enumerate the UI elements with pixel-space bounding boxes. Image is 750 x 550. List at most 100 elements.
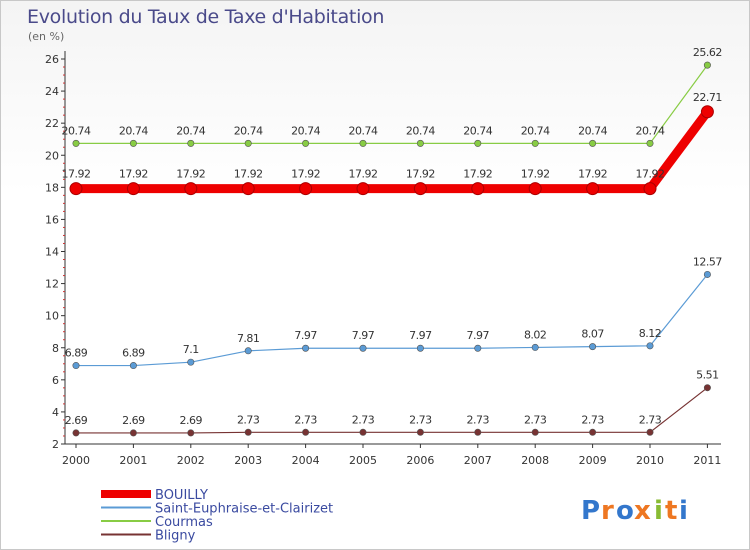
data-label: 17.92 (234, 168, 263, 181)
data-label: 20.74 (521, 124, 550, 137)
data-point (416, 139, 424, 147)
logo-letter: x (634, 496, 651, 526)
series-courmas: 20.74 20.74 20.74 20.74 20.74 20.74 20.74 20.74… (62, 46, 722, 147)
x-tick-label: 2010 (636, 454, 664, 467)
data-label: 2.73 (467, 413, 490, 426)
series-line (75, 273, 709, 367)
data-point (187, 358, 195, 366)
data-point (126, 182, 140, 196)
y-tick-label: 2 (52, 438, 59, 451)
legend-label: Bligny (155, 529, 196, 544)
data-point (589, 428, 597, 436)
x-tick-label: 2004 (292, 454, 320, 467)
data-label: 2.73 (352, 413, 375, 426)
x-tick-label: 2001 (119, 454, 147, 467)
data-point (184, 182, 198, 196)
data-label: 20.74 (234, 124, 263, 137)
data-label: 5.51 (696, 369, 719, 382)
data-point (244, 139, 252, 147)
data-point (703, 270, 711, 278)
data-label: 2.69 (65, 414, 88, 427)
data-label: 20.74 (176, 124, 205, 137)
x-tick-label: 2000 (62, 454, 90, 467)
data-point (531, 139, 539, 147)
data-point (531, 428, 539, 436)
data-point (72, 139, 80, 147)
data-label: 17.92 (406, 168, 435, 181)
y-tick-label: 24 (45, 85, 59, 98)
logo-letter: r (601, 496, 614, 526)
data-point (589, 343, 597, 351)
data-point (646, 428, 654, 436)
data-label: 20.74 (463, 124, 492, 137)
data-label: 17.92 (463, 168, 492, 181)
y-tick-label: 16 (45, 213, 59, 226)
data-label: 6.89 (122, 347, 145, 360)
y-tick-label: 8 (52, 342, 59, 355)
data-point (646, 139, 654, 147)
data-point (356, 182, 370, 196)
data-point (703, 384, 711, 392)
data-point (302, 428, 310, 436)
legend-label: BOUILLY (155, 488, 208, 503)
data-label: 7.97 (467, 329, 490, 342)
data-point (187, 139, 195, 147)
x-tick-label: 2009 (579, 454, 607, 467)
data-point (299, 182, 313, 196)
x-tick-label: 2008 (521, 454, 549, 467)
x-tick-label: 2011 (693, 454, 721, 467)
data-point (359, 344, 367, 352)
data-label: 8.02 (524, 328, 547, 341)
data-point (187, 429, 195, 437)
series-line (71, 107, 712, 194)
data-point (302, 139, 310, 147)
x-tick-label: 2002 (177, 454, 205, 467)
data-point (589, 139, 597, 147)
data-label: 20.74 (349, 124, 378, 137)
data-label: 2.73 (524, 413, 547, 426)
data-label: 25.62 (693, 46, 722, 59)
data-label: 2.73 (639, 413, 662, 426)
logo-letter: o (616, 496, 634, 526)
data-point (244, 428, 252, 436)
x-tick-label: 2006 (406, 454, 434, 467)
data-point (129, 362, 137, 370)
data-label: 8.12 (639, 327, 662, 340)
y-tick-label: 26 (45, 53, 59, 66)
data-point (244, 347, 252, 355)
y-tick-label: 12 (45, 278, 59, 291)
data-point (241, 182, 255, 196)
data-point (646, 342, 654, 350)
data-label: 20.74 (62, 124, 91, 137)
y-tick-label: 20 (45, 149, 59, 162)
data-point (72, 362, 80, 370)
data-label: 22.71 (693, 91, 722, 104)
data-label: 2.69 (180, 414, 203, 427)
series-line (75, 387, 709, 434)
data-label: 2.73 (294, 413, 317, 426)
data-label: 2.69 (122, 414, 145, 427)
data-label: 12.57 (693, 255, 722, 268)
data-label: 20.74 (636, 124, 665, 137)
data-label: 2.73 (237, 413, 260, 426)
data-point (416, 344, 424, 352)
logo-letter: i (654, 496, 663, 526)
x-tick-label: 2003 (234, 454, 262, 467)
data-label: 17.92 (176, 168, 205, 181)
data-label: 7.97 (352, 329, 375, 342)
legend-label: Saint-Euphraise-et-Clairizet (155, 502, 333, 517)
data-label: 20.74 (578, 124, 607, 137)
logo-letter: i (679, 496, 688, 526)
logo-letter: P (581, 496, 600, 526)
data-point (474, 428, 482, 436)
data-label: 17.92 (578, 168, 607, 181)
series-line (75, 64, 709, 144)
data-point (643, 182, 657, 196)
series-saint-euphraise-et-clairizet: 6.89 6.89 7.1 7.81 7.97 7.97 7.97 7.97 8.02 8.07 8… (65, 255, 723, 370)
data-label: 8.07 (581, 328, 604, 341)
data-label: 7.1 (183, 343, 199, 356)
data-point (302, 344, 310, 352)
data-label: 17.92 (62, 168, 91, 181)
